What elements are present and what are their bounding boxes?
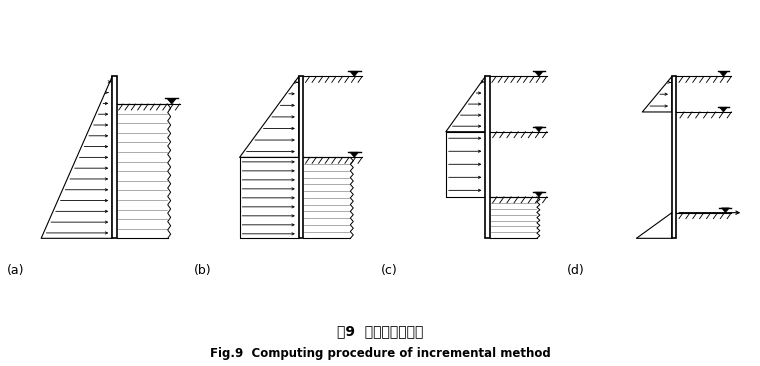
Polygon shape bbox=[535, 127, 543, 132]
Polygon shape bbox=[720, 107, 727, 112]
Polygon shape bbox=[167, 99, 176, 104]
Polygon shape bbox=[720, 72, 727, 76]
Text: (c): (c) bbox=[381, 264, 397, 277]
Bar bbox=[672, 76, 676, 238]
Polygon shape bbox=[535, 192, 543, 197]
Bar bbox=[112, 76, 116, 238]
Polygon shape bbox=[535, 72, 543, 76]
Text: (d): (d) bbox=[566, 264, 584, 277]
Text: 图9  增量法计算过程: 图9 增量法计算过程 bbox=[337, 324, 423, 338]
Text: Fig.9  Computing procedure of incremental method: Fig.9 Computing procedure of incremental… bbox=[210, 347, 550, 361]
Polygon shape bbox=[721, 208, 730, 213]
Polygon shape bbox=[350, 152, 359, 157]
Bar bbox=[486, 76, 489, 238]
Bar bbox=[299, 76, 303, 238]
Text: (a): (a) bbox=[7, 264, 24, 277]
Text: (b): (b) bbox=[194, 264, 211, 277]
Polygon shape bbox=[350, 71, 359, 76]
